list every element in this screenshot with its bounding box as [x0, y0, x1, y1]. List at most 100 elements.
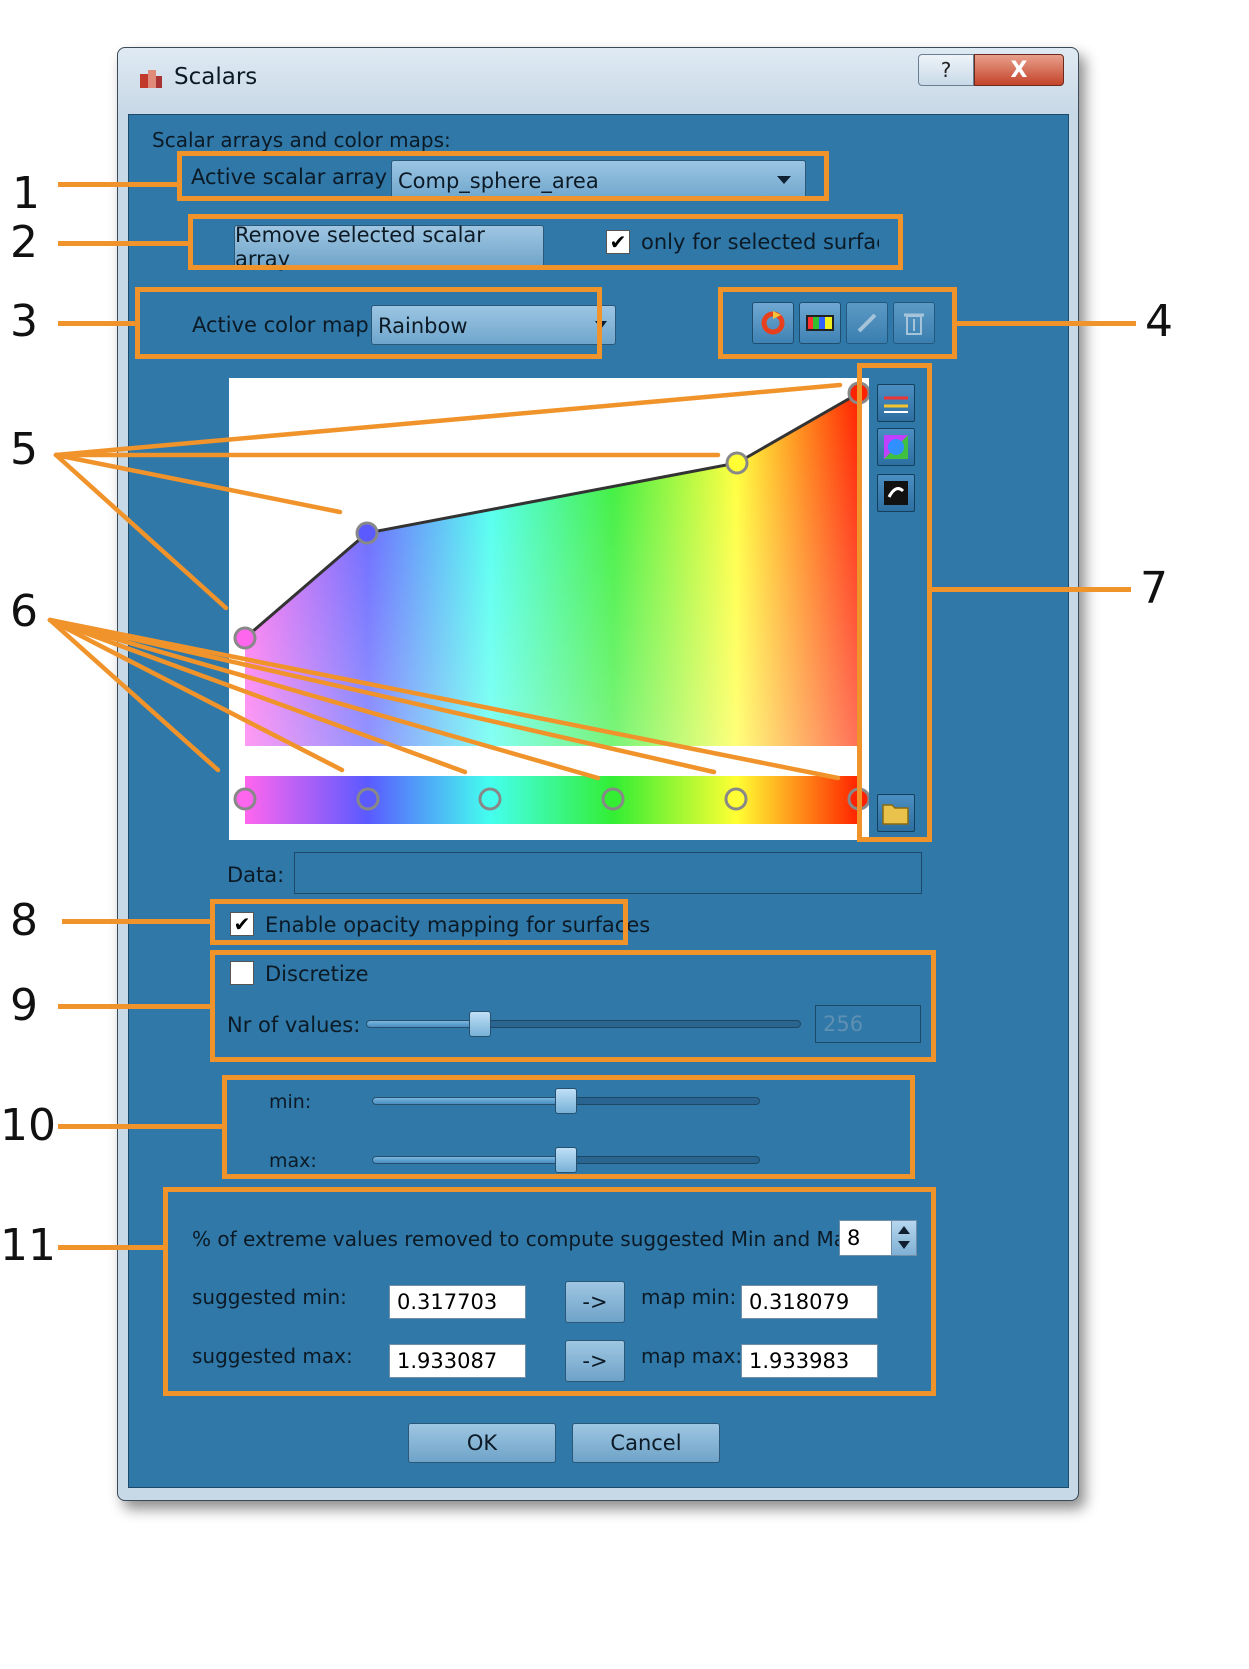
group-title: Scalar arrays and color maps:: [152, 128, 451, 152]
annotation-number-3: 3: [10, 296, 38, 347]
color-bar: [245, 776, 859, 824]
app-icon: [138, 66, 164, 92]
only-selected-label: only for selected surfaces: [641, 230, 879, 254]
annotation-box-4: [718, 287, 957, 359]
opacity-point[interactable]: [355, 521, 379, 545]
open-colormap-button[interactable]: [877, 794, 915, 832]
leader-line-7: [931, 587, 1131, 592]
annotation-box-9: [210, 950, 936, 1062]
apply-max-button[interactable]: ->: [565, 1340, 625, 1382]
discretize-checkbox[interactable]: [230, 961, 254, 985]
min-slider-handle[interactable]: [555, 1088, 577, 1114]
leader-5c: [53, 452, 343, 515]
annotation-number-9: 9: [10, 980, 38, 1031]
leader-line-4: [956, 321, 1136, 326]
apply-min-button[interactable]: ->: [565, 1281, 625, 1323]
nr-of-values-field[interactable]: 256: [815, 1005, 921, 1043]
suggested-max-field[interactable]: 1.933087: [389, 1344, 526, 1378]
close-icon: X: [1010, 57, 1028, 83]
extremes-value: 8: [847, 1226, 861, 1250]
color-stop[interactable]: [601, 787, 625, 811]
chevron-down-icon: [777, 176, 791, 184]
title-bar: Scalars ? X: [118, 48, 1078, 114]
help-icon: ?: [940, 58, 952, 82]
map-max-field[interactable]: 1.933983: [741, 1344, 878, 1378]
active-scalar-array-combo[interactable]: Comp_sphere_area: [391, 160, 806, 200]
annotation-number-8: 8: [10, 895, 38, 946]
discretize-label: Discretize: [265, 962, 369, 986]
delete-icon: [904, 313, 924, 335]
leader-5a: [53, 382, 843, 458]
close-button[interactable]: X: [974, 54, 1064, 86]
delete-button[interactable]: [893, 302, 935, 344]
edit-button[interactable]: [846, 302, 888, 344]
leader-line-8: [62, 919, 211, 924]
active-color-map-combo[interactable]: Rainbow: [371, 305, 616, 345]
cancel-button[interactable]: Cancel: [572, 1423, 720, 1463]
chevron-up-icon[interactable]: [898, 1226, 910, 1234]
annotation-box-10: [222, 1075, 915, 1179]
spread-button[interactable]: [877, 384, 915, 422]
leader-6d: [47, 617, 601, 781]
annotation-box-2: [188, 214, 903, 270]
annotation-box-3: [135, 287, 602, 359]
edit-icon: [857, 313, 877, 333]
remove-scalar-array-button[interactable]: Remove selected scalar array: [234, 223, 544, 271]
spin-buttons[interactable]: [891, 1221, 916, 1255]
leader-6e: [47, 617, 717, 775]
opacity-area-shade: [245, 393, 859, 746]
help-button[interactable]: ?: [918, 54, 974, 86]
leader-5d: [53, 452, 229, 611]
annotation-number-7: 7: [1140, 563, 1168, 614]
min-label: min:: [269, 1091, 312, 1113]
refresh-button[interactable]: [752, 302, 794, 344]
window-title: Scalars: [174, 64, 258, 90]
color-stop[interactable]: [233, 787, 257, 811]
color-stop[interactable]: [356, 787, 380, 811]
color-stop[interactable]: [724, 787, 748, 811]
leader-line-1: [58, 182, 178, 187]
invert-button[interactable]: [877, 474, 915, 512]
extremes-label: % of extreme values removed to compute s…: [192, 1227, 858, 1251]
leader-6a: [47, 617, 221, 773]
data-label: Data:: [227, 863, 285, 887]
only-selected-checkbox[interactable]: ✔: [606, 230, 630, 254]
color-map-button[interactable]: [799, 302, 841, 344]
suggested-min-field[interactable]: 0.317703: [389, 1285, 526, 1319]
nr-of-values-slider-handle[interactable]: [469, 1011, 491, 1037]
annotation-number-4: 4: [1145, 296, 1173, 347]
active-color-map-value: Rainbow: [378, 314, 468, 338]
leader-line-2: [58, 241, 189, 246]
leader-line-10: [58, 1124, 223, 1129]
data-field[interactable]: [294, 852, 922, 894]
map-min-field[interactable]: 0.318079: [741, 1285, 878, 1319]
color-stop[interactable]: [478, 787, 502, 811]
annotation-box-7: [857, 363, 932, 842]
opacity-point[interactable]: [725, 451, 749, 475]
folder-icon: [882, 804, 909, 825]
max-label: max:: [269, 1150, 317, 1172]
opacity-curve: [244, 391, 860, 640]
ok-button[interactable]: OK: [408, 1423, 556, 1463]
annotation-box-11: [163, 1187, 936, 1396]
annotation-number-2: 2: [10, 217, 38, 268]
map-min-label: map min:: [641, 1285, 737, 1309]
annotation-number-11: 11: [0, 1220, 56, 1271]
chevron-down-icon[interactable]: [898, 1241, 910, 1249]
leader-line-9: [58, 1004, 211, 1009]
invert-icon: [884, 481, 908, 505]
annotation-number-5: 5: [10, 424, 38, 475]
active-scalar-array-value: Comp_sphere_area: [398, 169, 599, 193]
map-max-label: map max:: [641, 1344, 743, 1368]
extremes-spinbox[interactable]: 8: [839, 1220, 917, 1256]
refresh-icon: [761, 311, 785, 335]
active-scalar-array-label: Active scalar array: [191, 165, 388, 189]
opacity-mapping-checkbox[interactable]: ✔: [230, 912, 254, 936]
spread-icon: [884, 396, 908, 413]
opacity-point[interactable]: [233, 626, 257, 650]
color-wheel-button[interactable]: [877, 428, 915, 466]
suggested-max-label: suggested max:: [192, 1344, 353, 1368]
annotation-box-1: [177, 151, 829, 201]
max-slider-handle[interactable]: [555, 1147, 577, 1173]
